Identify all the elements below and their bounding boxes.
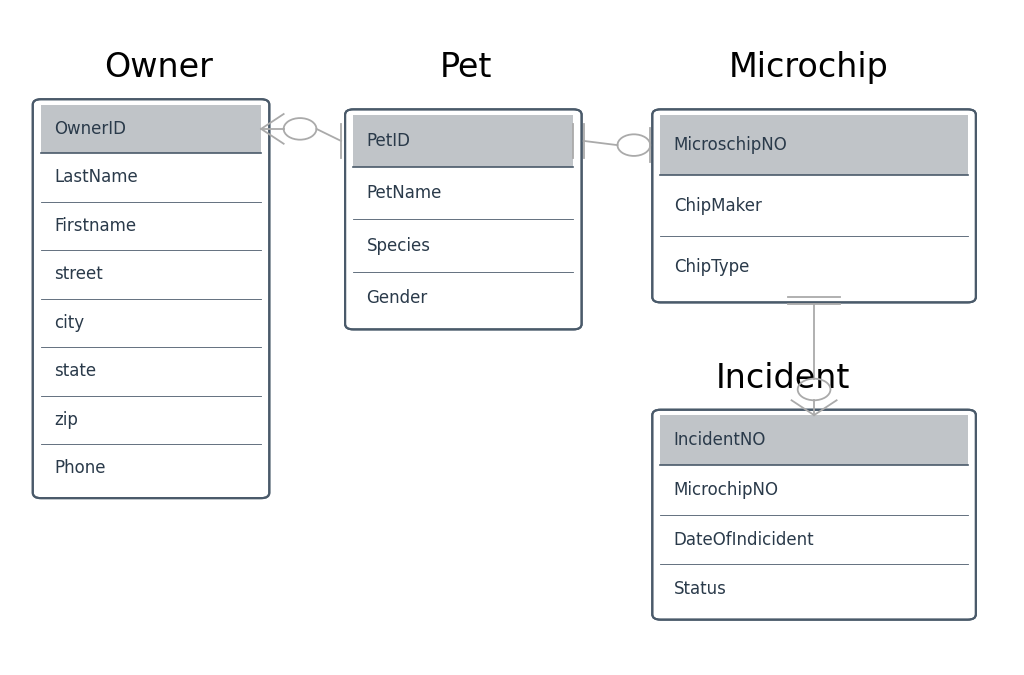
Text: city: city [54, 314, 84, 332]
Text: Species: Species [367, 236, 430, 254]
FancyBboxPatch shape [33, 99, 269, 498]
Text: Firstname: Firstname [54, 217, 136, 235]
Text: Pet: Pet [439, 51, 493, 84]
Text: Owner: Owner [104, 51, 213, 84]
Text: DateOfIndicident: DateOfIndicident [674, 531, 814, 549]
Text: IncidentNO: IncidentNO [674, 431, 766, 449]
Text: state: state [54, 362, 96, 381]
Text: Gender: Gender [367, 289, 428, 307]
Text: Incident: Incident [716, 362, 851, 395]
Text: OwnerID: OwnerID [54, 120, 126, 138]
Text: MicrochipNO: MicrochipNO [674, 481, 779, 499]
FancyBboxPatch shape [652, 109, 976, 302]
Bar [660, 415, 968, 465]
Text: zip: zip [54, 411, 78, 429]
Bar [660, 115, 968, 176]
Text: ChipMaker: ChipMaker [674, 197, 762, 215]
Text: Phone: Phone [54, 460, 105, 477]
Text: LastName: LastName [54, 168, 138, 186]
FancyBboxPatch shape [652, 410, 976, 620]
Text: street: street [54, 265, 103, 284]
Bar [353, 115, 573, 167]
Text: Microchip: Microchip [729, 51, 889, 84]
FancyBboxPatch shape [345, 109, 582, 329]
Text: ChipType: ChipType [674, 258, 750, 275]
Text: PetName: PetName [367, 184, 442, 202]
Text: PetID: PetID [367, 132, 411, 150]
Text: MicroschipNO: MicroschipNO [674, 136, 787, 154]
Text: Status: Status [674, 580, 727, 598]
Bar [41, 105, 261, 153]
